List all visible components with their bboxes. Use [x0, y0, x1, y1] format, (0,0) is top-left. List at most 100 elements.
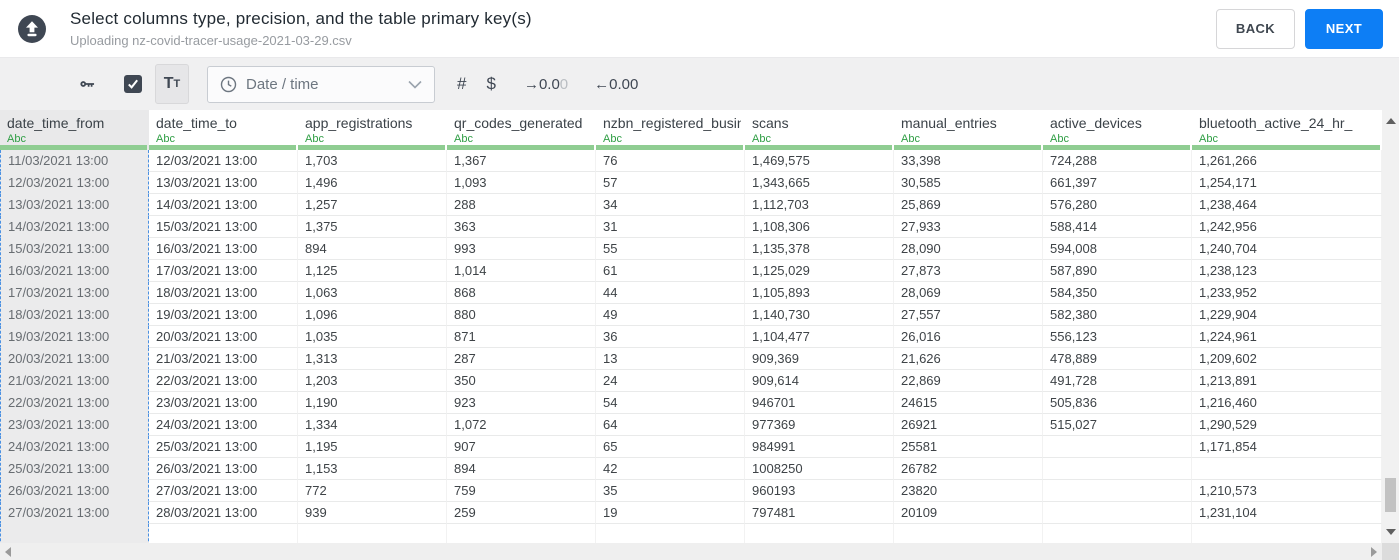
table-cell[interactable]: 1,216,460 — [1192, 392, 1382, 414]
table-cell[interactable] — [1043, 502, 1192, 524]
table-cell[interactable]: 1,096 — [298, 304, 447, 326]
table-cell[interactable]: 26921 — [894, 414, 1043, 436]
table-cell[interactable]: 909,614 — [745, 370, 894, 392]
table-cell[interactable]: 1,035 — [298, 326, 447, 348]
table-cell[interactable]: 26/03/2021 13:00 — [149, 458, 298, 480]
horizontal-scrollbar[interactable] — [0, 543, 1382, 560]
table-cell[interactable]: 15/03/2021 13:00 — [0, 238, 149, 260]
column-header[interactable]: app_registrations Abc — [298, 110, 447, 150]
scroll-left-icon[interactable] — [5, 547, 11, 557]
table-cell[interactable]: 1,238,464 — [1192, 194, 1382, 216]
table-cell[interactable]: 16/03/2021 13:00 — [149, 238, 298, 260]
table-cell[interactable]: 13 — [596, 348, 745, 370]
table-cell[interactable]: 18/03/2021 13:00 — [0, 304, 149, 326]
table-cell[interactable]: 1,072 — [447, 414, 596, 436]
table-cell[interactable]: 27,933 — [894, 216, 1043, 238]
table-cell[interactable]: 724,288 — [1043, 150, 1192, 172]
table-cell[interactable]: 1,093 — [447, 172, 596, 194]
table-cell[interactable] — [1192, 458, 1382, 480]
column-enabled-checkbox[interactable] — [124, 75, 142, 93]
table-cell[interactable]: 20/03/2021 13:00 — [149, 326, 298, 348]
table-cell[interactable]: 13/03/2021 13:00 — [0, 194, 149, 216]
table-cell[interactable]: 1,334 — [298, 414, 447, 436]
table-cell[interactable]: 35 — [596, 480, 745, 502]
table-cell[interactable]: 12/03/2021 13:00 — [149, 150, 298, 172]
table-cell[interactable]: 894 — [298, 238, 447, 260]
table-cell[interactable]: 44 — [596, 282, 745, 304]
table-cell[interactable]: 30,585 — [894, 172, 1043, 194]
table-cell[interactable]: 1,213,891 — [1192, 370, 1382, 392]
table-cell[interactable]: 491,728 — [1043, 370, 1192, 392]
table-cell[interactable]: 588,414 — [1043, 216, 1192, 238]
primary-key-icon[interactable] — [78, 75, 96, 93]
table-cell[interactable]: 594,008 — [1043, 238, 1192, 260]
table-cell[interactable]: 1,375 — [298, 216, 447, 238]
table-cell[interactable]: 76 — [596, 150, 745, 172]
table-cell[interactable]: 14/03/2021 13:00 — [0, 216, 149, 238]
table-cell[interactable]: 25,869 — [894, 194, 1043, 216]
table-cell[interactable]: 23/03/2021 13:00 — [0, 414, 149, 436]
table-cell[interactable] — [1043, 436, 1192, 458]
column-header[interactable]: bluetooth_active_24_hr_ Abc — [1192, 110, 1382, 150]
table-cell[interactable]: 1,104,477 — [745, 326, 894, 348]
table-cell[interactable]: 1,469,575 — [745, 150, 894, 172]
column-header[interactable]: date_time_from Abc — [0, 110, 149, 150]
table-cell[interactable]: 1,240,704 — [1192, 238, 1382, 260]
table-cell[interactable]: 1,233,952 — [1192, 282, 1382, 304]
table-cell[interactable]: 1,125,029 — [745, 260, 894, 282]
table-cell[interactable]: 61 — [596, 260, 745, 282]
table-cell[interactable]: 1,224,961 — [1192, 326, 1382, 348]
table-cell[interactable]: 14/03/2021 13:00 — [149, 194, 298, 216]
table-cell[interactable]: 1,112,703 — [745, 194, 894, 216]
table-cell[interactable]: 25/03/2021 13:00 — [0, 458, 149, 480]
table-cell[interactable]: 576,280 — [1043, 194, 1192, 216]
table-cell[interactable]: 582,380 — [1043, 304, 1192, 326]
table-cell[interactable]: 27/03/2021 13:00 — [0, 502, 149, 524]
table-cell[interactable]: 350 — [447, 370, 596, 392]
table-cell[interactable]: 1,203 — [298, 370, 447, 392]
table-cell[interactable]: 19/03/2021 13:00 — [149, 304, 298, 326]
table-cell[interactable]: 49 — [596, 304, 745, 326]
next-button[interactable]: NEXT — [1305, 8, 1383, 49]
table-cell[interactable]: 363 — [447, 216, 596, 238]
table-cell[interactable]: 1,108,306 — [745, 216, 894, 238]
table-cell[interactable]: 1,367 — [447, 150, 596, 172]
table-cell[interactable]: 26/03/2021 13:00 — [0, 480, 149, 502]
table-cell[interactable]: 28/03/2021 13:00 — [149, 502, 298, 524]
table-cell[interactable]: 1,153 — [298, 458, 447, 480]
table-cell[interactable]: 759 — [447, 480, 596, 502]
table-cell[interactable]: 36 — [596, 326, 745, 348]
table-cell[interactable]: 797481 — [745, 502, 894, 524]
table-cell[interactable]: 977369 — [745, 414, 894, 436]
table-cell[interactable]: 1,105,893 — [745, 282, 894, 304]
increase-precision-button[interactable]: ←0.00 — [594, 75, 639, 93]
column-header[interactable]: manual_entries Abc — [894, 110, 1043, 150]
table-cell[interactable]: 22,869 — [894, 370, 1043, 392]
table-cell[interactable]: 909,369 — [745, 348, 894, 370]
table-cell[interactable]: 1008250 — [745, 458, 894, 480]
table-cell[interactable]: 478,889 — [1043, 348, 1192, 370]
table-cell[interactable]: 960193 — [745, 480, 894, 502]
table-cell[interactable]: 28,069 — [894, 282, 1043, 304]
table-cell[interactable]: 1,195 — [298, 436, 447, 458]
table-cell[interactable]: 19 — [596, 502, 745, 524]
table-cell[interactable]: 34 — [596, 194, 745, 216]
table-cell[interactable]: 28,090 — [894, 238, 1043, 260]
column-header[interactable]: nzbn_registered_busine Abc — [596, 110, 745, 150]
column-header[interactable]: active_devices Abc — [1043, 110, 1192, 150]
table-cell[interactable]: 556,123 — [1043, 326, 1192, 348]
table-cell[interactable]: 1,140,730 — [745, 304, 894, 326]
table-cell[interactable]: 20109 — [894, 502, 1043, 524]
table-cell[interactable]: 772 — [298, 480, 447, 502]
table-cell[interactable]: 21/03/2021 13:00 — [0, 370, 149, 392]
table-cell[interactable]: 1,703 — [298, 150, 447, 172]
table-cell[interactable]: 11/03/2021 13:00 — [0, 150, 149, 172]
table-cell[interactable]: 984991 — [745, 436, 894, 458]
table-cell[interactable]: 31 — [596, 216, 745, 238]
table-cell[interactable]: 946701 — [745, 392, 894, 414]
table-cell[interactable]: 23820 — [894, 480, 1043, 502]
table-cell[interactable]: 1,231,104 — [1192, 502, 1382, 524]
table-cell[interactable]: 1,229,904 — [1192, 304, 1382, 326]
table-cell[interactable]: 54 — [596, 392, 745, 414]
